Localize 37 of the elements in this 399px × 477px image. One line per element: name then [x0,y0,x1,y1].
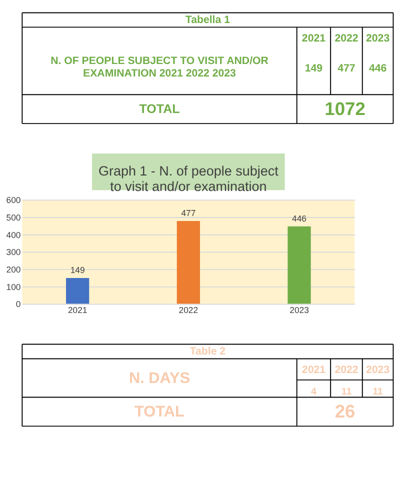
chart-title: Graph 1 - N. of people subject to visit and/or examination [98,164,279,194]
y-tick-label: 200 [6,264,21,274]
y-tick-label: 100 [6,282,21,292]
text: 1072 [324,98,366,119]
data-label: 477 [338,62,356,75]
bar [176,221,200,304]
data-label: 149 [70,265,85,276]
category-label: 2023 [366,364,390,376]
text: TOTAL [134,404,184,421]
text: TOTAL [139,102,180,116]
y-tick-label: 500 [6,212,21,222]
y-tick-label: 400 [6,230,21,240]
y-tick-label: 0 [16,299,21,310]
text: Tabella 1 [185,14,230,26]
category-label: 2021 [302,364,326,376]
text: 26 [334,400,356,422]
category-label: 2022 [334,32,358,45]
data-label: 149 [304,62,323,75]
data-label: 477 [181,208,196,218]
category-label: 2022 [334,364,358,376]
bar [66,278,90,304]
data-label: 446 [292,214,307,224]
text: N. DAYS [128,370,190,387]
category-label: 2021 [302,32,326,45]
category-label: 2023 [366,32,390,45]
bar [288,226,311,304]
y-tick-label: 300 [6,247,21,258]
data-label: 11 [372,386,384,398]
y-tick-label: 600 [6,195,21,206]
text: N. OF PEOPLE SUBJECT TO VISIT AND/OR EXAMINATION 2021 2022 2023 [50,54,269,80]
x-tick-label: 2021 [68,304,88,315]
data-label: 11 [341,386,352,398]
data-label: 4 [311,386,318,398]
x-tick-label: 2022 [178,304,198,315]
x-tick-label: 2023 [290,304,310,315]
data-label: 446 [368,62,387,75]
text: Table 2 [190,345,226,358]
